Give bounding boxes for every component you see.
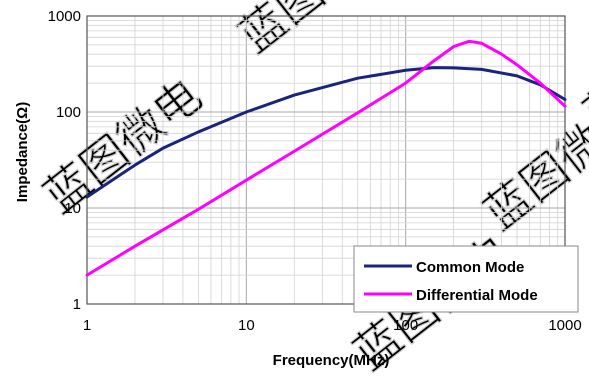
watermark-text: 蓝图微电 [34,69,211,223]
legend-label: Common Mode [416,259,524,276]
series-line-2 [85,39,567,277]
legend-label: Differential Mode [416,287,538,304]
x-tick-label: 1 [83,317,91,334]
tick-labels: 1 10 100 1000 1 10 100 1000 [48,8,582,334]
x-axis-label: Frequency(MHz) [273,352,390,369]
x-tick-label: 100 [393,317,418,334]
x-tick-label: 10 [238,317,255,334]
y-tick-label: 10 [64,200,81,217]
series-line-1 [85,66,567,199]
y-tick-label: 100 [56,104,81,121]
legend: Common Mode Differential Mode [353,245,579,313]
watermark-text: 蓝图微电 [229,0,406,63]
x-tick-label: 1000 [548,317,581,334]
grid [86,16,565,305]
plot-frame [86,15,566,305]
watermark-text: 蓝图微电 [474,86,589,240]
legend-box [353,245,579,313]
y-axis-label: Impedance(Ω) [14,102,31,202]
y-tick-label: 1000 [48,8,81,25]
series-layer [85,39,567,277]
y-tick-label: 1 [73,296,81,313]
